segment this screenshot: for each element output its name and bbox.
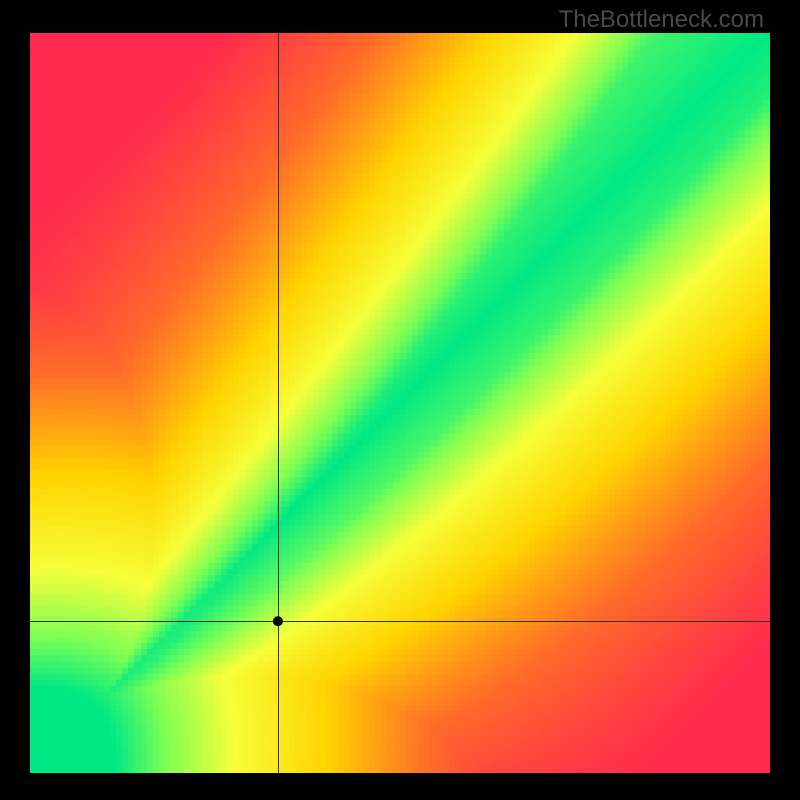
bottleneck-heatmap <box>30 33 770 773</box>
watermark-text: TheBottleneck.com <box>559 6 764 34</box>
chart-container: TheBottleneck.com <box>0 0 800 800</box>
